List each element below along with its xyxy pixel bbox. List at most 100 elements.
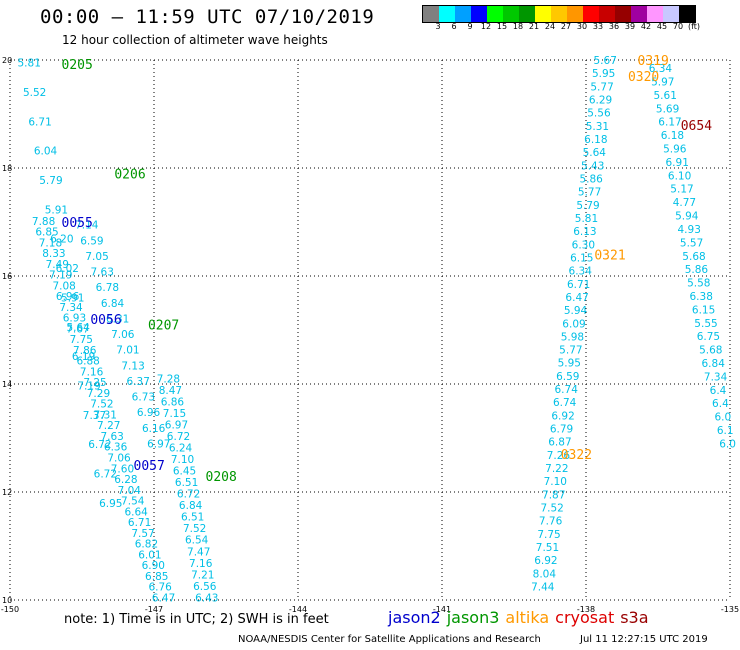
wave-height-value: 5.94 — [675, 211, 699, 223]
wave-height-value: 6.87 — [548, 437, 571, 449]
color-scale-label: 15 — [496, 22, 508, 31]
wave-height-value: 5.86 — [579, 173, 603, 185]
wave-height-value: 5.79 — [576, 200, 599, 212]
wave-height-value: 6.24 — [169, 443, 193, 455]
wave-height-value: 6.86 — [161, 397, 185, 409]
wave-height-value: 5.68 — [699, 345, 722, 357]
wave-height-value: 7.18 — [39, 237, 62, 249]
wave-height-value: 5.77 — [578, 187, 601, 199]
wave-height-value: 5.69 — [656, 103, 679, 115]
color-swatch — [519, 6, 535, 22]
wave-height-value: 7.52 — [540, 503, 563, 515]
color-swatch — [551, 6, 567, 22]
wave-height-value: 7.26 — [547, 450, 571, 462]
wave-height-value: 7.34 — [59, 302, 83, 314]
wave-height-value: 7.87 — [542, 489, 565, 501]
color-swatch — [567, 6, 583, 22]
wave-height-value: 6.56 — [193, 581, 217, 593]
wave-height-value: 7.01 — [116, 345, 139, 357]
wave-height-value: 6.20 — [50, 234, 73, 246]
wave-height-value: 7.16 — [189, 558, 213, 570]
y-tick-label: 16 — [2, 272, 12, 281]
wave-height-value: 6.15 — [692, 304, 715, 316]
wave-height-value: 6.92 — [534, 555, 557, 567]
wave-height-value: 7.06 — [107, 453, 131, 465]
pass-time-label: 0320 — [628, 70, 659, 85]
wave-height-value: 6.91 — [666, 157, 689, 169]
color-swatch — [455, 6, 471, 22]
wave-height-value: 7.16 — [80, 366, 104, 378]
wave-height-value: 6.30 — [572, 239, 595, 251]
color-swatch — [423, 6, 439, 22]
wave-height-value: 6.74 — [555, 384, 579, 396]
wave-height-value: 6.04 — [34, 146, 58, 158]
wave-height-value: 6.34 — [649, 63, 673, 75]
wave-height-value: 6.13 — [573, 226, 596, 238]
y-tick-label: 12 — [2, 488, 12, 497]
wave-height-value: 7.21 — [191, 569, 214, 581]
wave-height-value: 6.09 — [562, 318, 585, 330]
wave-height-value: 5.79 — [39, 175, 62, 187]
wave-height-value: 7.13 — [121, 360, 144, 372]
wave-height-value: 7.76 — [539, 516, 563, 528]
wave-height-value: 7.19 — [49, 270, 72, 282]
wave-height-value: 6.4 — [712, 398, 729, 410]
color-swatch — [471, 6, 487, 22]
pass-time-label: 0055 — [62, 216, 93, 231]
wave-height-value: 6.18 — [584, 134, 607, 146]
color-swatch — [535, 6, 551, 22]
wave-height-value: 6.73 — [132, 392, 155, 404]
wave-height-value: 7.37 — [83, 410, 106, 422]
wave-height-value: 6.51 — [181, 512, 204, 524]
wave-height-value: 5.97 — [651, 77, 674, 89]
wave-height-value: 7.25 — [83, 377, 106, 389]
wave-height-value: 7.05 — [85, 251, 108, 263]
color-scale-label: 33 — [592, 22, 604, 31]
pass-time-label: 0206 — [114, 167, 145, 182]
wave-height-value: 6.84 — [702, 358, 726, 370]
wave-height-value: 5.95 — [558, 358, 581, 370]
pass-time-label: 0321 — [594, 248, 625, 263]
color-swatch — [487, 6, 503, 22]
page-title: 00:00 – 11:59 UTC 07/10/2019 — [40, 6, 375, 28]
wave-height-value: 6.19 — [72, 351, 95, 363]
pass-time-label: 0208 — [206, 470, 237, 485]
wave-height-value: 7.75 — [537, 529, 560, 541]
wave-height-value: 5.94 — [564, 305, 588, 317]
wave-height-value: 6.59 — [80, 235, 103, 247]
wave-height-value: 5.58 — [687, 278, 710, 290]
wave-height-value: 6.72 — [177, 489, 200, 501]
wave-height-value: 6.85 — [35, 227, 58, 239]
y-tick-label: 10 — [2, 596, 12, 605]
wave-height-value: 5.61 — [654, 90, 677, 102]
wave-height-value: 6.59 — [556, 371, 579, 383]
wave-height-value: 6.85 — [145, 571, 168, 583]
wave-height-value: 7.63 — [100, 431, 123, 443]
wave-height-value: 5.77 — [590, 81, 613, 93]
wave-height-value: 6.72 — [167, 431, 190, 443]
color-swatch — [631, 6, 647, 22]
wave-height-value: 6.18 — [661, 130, 684, 142]
wave-height-value: 6.01 — [138, 549, 161, 561]
wave-height-value: 6.17 — [658, 117, 681, 129]
wave-height-value: 6.74 — [553, 397, 577, 409]
wave-height-value: 7.54 — [121, 496, 145, 508]
wave-height-value: 6.34 — [569, 266, 593, 278]
wave-height-value: 5.17 — [670, 184, 693, 196]
wave-height-value: 6.47 — [565, 292, 588, 304]
legend-entry-jason2: jason2 — [388, 608, 441, 627]
wave-height-value: 6.96 — [137, 407, 161, 419]
wave-height-value: 6.88 — [76, 356, 99, 368]
x-tick-label: -141 — [433, 605, 451, 614]
pass-time-label: 0207 — [148, 319, 179, 334]
color-scale-label: 27 — [560, 22, 572, 31]
wave-height-value: 7.52 — [183, 523, 206, 535]
wave-height-value: 7.29 — [87, 388, 110, 400]
wave-height-value: 5.98 — [561, 331, 584, 343]
wave-height-value: 7.14 — [75, 220, 99, 232]
wave-height-value: 7.08 — [52, 280, 75, 292]
wave-height-value: 6.10 — [668, 170, 691, 182]
wave-height-value: 5.55 — [694, 318, 717, 330]
